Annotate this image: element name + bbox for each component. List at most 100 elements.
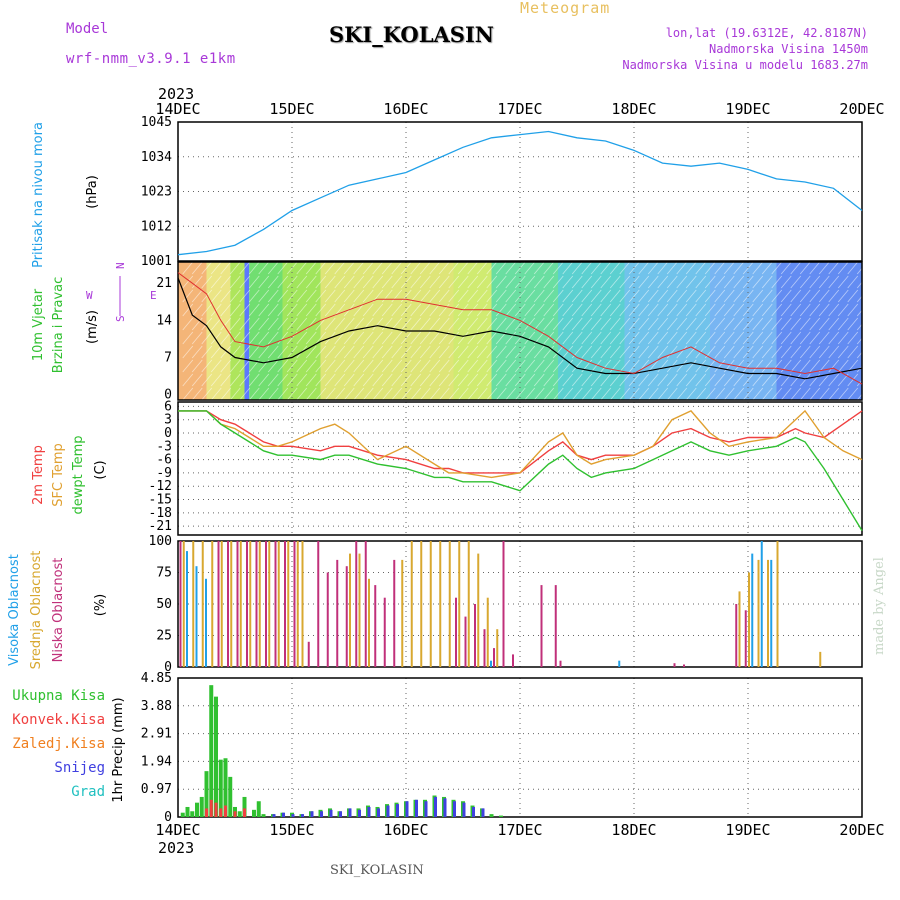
wind-barb xyxy=(543,261,555,275)
cloud-bar-srednja xyxy=(230,541,233,667)
wind-barb xyxy=(619,303,631,317)
wind-barb xyxy=(790,275,802,289)
wind-barb xyxy=(286,359,298,373)
wind-barb xyxy=(752,373,764,387)
wind-barb xyxy=(533,261,545,275)
wind-barb xyxy=(353,261,365,275)
wind-barb xyxy=(277,387,289,401)
cloud-bar-visoka xyxy=(770,559,773,667)
wind-barb xyxy=(714,387,726,401)
wind-barb xyxy=(685,289,697,303)
wind-barb xyxy=(704,289,716,303)
wind-barb xyxy=(182,359,194,373)
temperature-ytick-label: -9 xyxy=(156,466,172,481)
wind-barb xyxy=(353,345,365,359)
wind-barb xyxy=(410,345,422,359)
wind-barb xyxy=(372,345,384,359)
wind-barb xyxy=(381,345,393,359)
cloud-bar-niska xyxy=(455,597,457,667)
wind-barb xyxy=(457,289,469,303)
wind-barb xyxy=(552,345,564,359)
wind-barb xyxy=(685,373,697,387)
wind-barb xyxy=(248,261,260,275)
wind-barb xyxy=(248,373,260,387)
cloud-bar-srednja xyxy=(182,541,185,667)
precip-bar-ukupna kisa xyxy=(242,796,247,817)
wind-barb xyxy=(438,317,450,331)
wind-barb xyxy=(695,303,707,317)
wind-barb xyxy=(828,387,840,401)
wind-barb xyxy=(239,345,251,359)
cloud-bar-niska xyxy=(345,566,348,667)
cloud-bar-srednja xyxy=(429,541,432,667)
wind-barb xyxy=(818,261,830,275)
wind-barb xyxy=(609,261,621,275)
wind-barb xyxy=(571,345,583,359)
wind-barb xyxy=(524,373,536,387)
wind-barb xyxy=(448,331,460,345)
wind-barb xyxy=(533,359,545,373)
precip-ylabel: 1hr Precip (mm) xyxy=(111,697,126,802)
precip-bar-snijeg xyxy=(301,814,304,817)
wind-barb xyxy=(324,261,336,275)
wind-barb xyxy=(486,289,498,303)
wind-barb xyxy=(752,303,764,317)
wind-barb xyxy=(334,289,346,303)
wind-barb xyxy=(381,359,393,373)
wind-barb xyxy=(676,275,688,289)
cloud-bar-srednja xyxy=(296,541,299,667)
wind-barb xyxy=(533,317,545,331)
cloud-bar-srednja xyxy=(358,553,361,667)
pressure-line xyxy=(177,130,863,256)
cloud-bar-niska xyxy=(364,541,367,667)
wind-barb xyxy=(647,331,659,345)
wind-barb xyxy=(552,275,564,289)
wind-barb xyxy=(666,373,678,387)
wind-unit-label: (m/s) xyxy=(85,310,100,344)
wind-barb xyxy=(533,289,545,303)
wind-barb xyxy=(239,303,251,317)
wind-barb xyxy=(248,345,260,359)
wind-barb xyxy=(438,373,450,387)
wind-barb xyxy=(286,373,298,387)
precip-bar-ukupna kisa xyxy=(237,811,242,817)
wind-barb xyxy=(438,275,450,289)
wind-barb xyxy=(324,303,336,317)
wind-barb xyxy=(391,373,403,387)
wind-barb xyxy=(486,275,498,289)
wind-barb xyxy=(410,275,422,289)
wind-barb xyxy=(590,373,602,387)
wind-barb xyxy=(562,261,574,275)
wind-barb xyxy=(552,261,564,275)
wind-barb xyxy=(258,275,270,289)
wind-barb xyxy=(191,289,203,303)
wind-barb xyxy=(372,275,384,289)
cloud-bar-niska xyxy=(683,664,685,667)
wind-barb xyxy=(419,289,431,303)
wind-barb xyxy=(220,275,232,289)
wind-barb xyxy=(486,317,498,331)
model-label: Model xyxy=(66,21,109,37)
wind-barb xyxy=(761,289,773,303)
wind-barb xyxy=(476,345,488,359)
wind-barb xyxy=(514,303,526,317)
precip-bar-konvekkisa xyxy=(205,808,208,817)
wind-barb xyxy=(847,317,859,331)
wind-barb xyxy=(771,261,783,275)
wind-barb xyxy=(305,261,317,275)
wind-barb xyxy=(628,359,640,373)
wind-barb xyxy=(809,387,821,401)
wind-barb xyxy=(771,275,783,289)
cloud-ylabel-mid: Srednja Oblacnost xyxy=(29,551,44,670)
wind-barb xyxy=(267,275,279,289)
wind-barb xyxy=(486,331,498,345)
wind-barb xyxy=(429,373,441,387)
wind-barb xyxy=(191,331,203,345)
top-time-tick: 14DEC xyxy=(155,100,200,118)
wind-barb xyxy=(714,261,726,275)
wind-barb xyxy=(448,345,460,359)
wind-barb xyxy=(239,261,251,275)
wind-barb xyxy=(600,387,612,401)
wind-barb xyxy=(220,373,232,387)
wind-barb xyxy=(581,387,593,401)
